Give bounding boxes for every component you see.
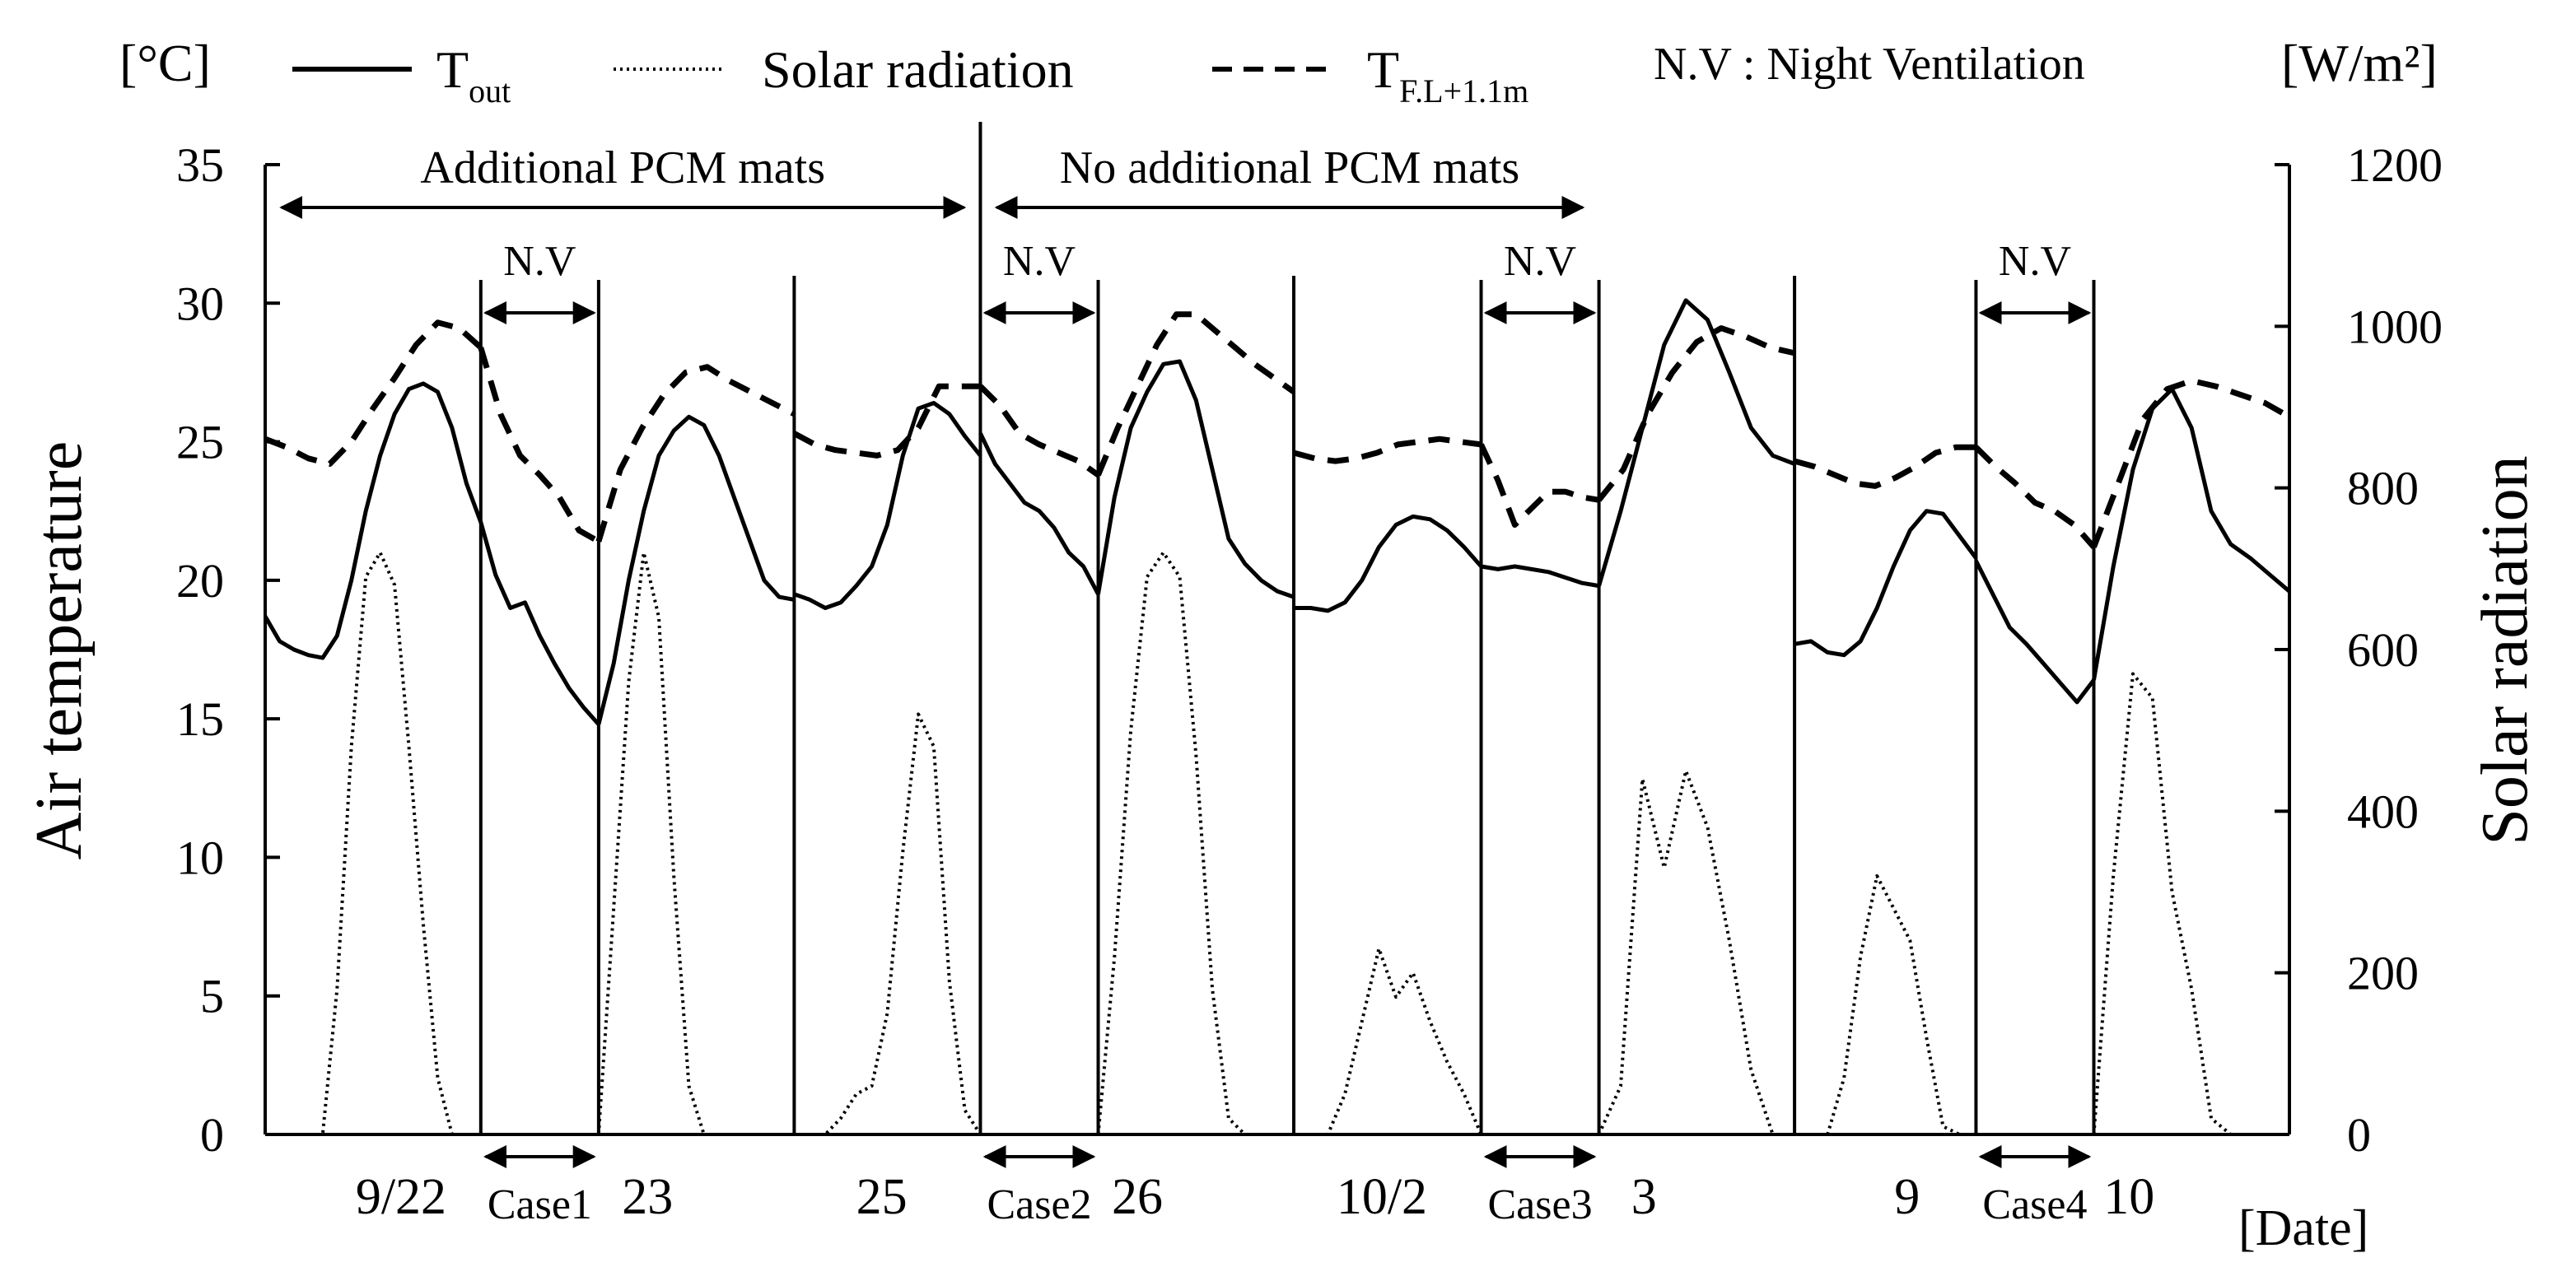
series-line-segment [1597,769,1795,1136]
right-tick-label: 600 [2347,623,2419,677]
right-axis-title: Solar radiation [2469,455,2541,845]
left-tick-label: 25 [176,416,224,469]
series-line-segment [978,432,1100,595]
series-line-segment [1974,560,2096,705]
series-solar-radiation [265,551,2289,1136]
date-label: 10 [2103,1169,2154,1225]
series-line-segment [1478,443,1600,528]
series-line-segment [794,712,982,1136]
left-tick-label: 15 [176,692,224,746]
series-line-segment [1096,359,1295,599]
legend-label-tout: Tout [436,40,511,109]
series-line-segment [1481,564,1600,589]
right-tick-label: 800 [2347,462,2419,515]
nv-label: N.V [1003,238,1076,285]
axis-ticks: 0 5 10 15 20 25 30 35 0 200 400 600 800 1000 1200 [176,138,2443,1162]
left-tick-label: 5 [200,970,224,1023]
series-line-segment [1973,445,2097,549]
annotations: Additional PCM mats No additional PCM mat… [279,142,2154,1228]
series-line-segment [596,414,795,725]
date-label: 9/22 [356,1169,446,1225]
case-label: Case4 [1982,1181,2087,1228]
series-line-segment [2092,387,2291,681]
series-line-segment [265,551,481,1136]
right-tick-label: 400 [2347,785,2419,838]
series-line-segment [1794,873,1976,1136]
series-line-segment [1597,298,1795,587]
series-line-segment [2092,672,2289,1136]
series-line-segment [1293,436,1482,464]
series-line-segment [595,364,796,543]
legend-note-nv: N.V : Night Ventilation [1654,39,2085,90]
legend-label-tfl: TF.L+1.1m [1367,40,1528,109]
date-label: 25 [856,1169,908,1225]
series-line-segment [264,319,483,467]
region-label: Additional PCM mats [420,142,825,193]
series-line-segment [478,347,600,544]
nv-label: N.V [1504,238,1576,285]
left-axis-unit: [°C] [119,34,211,92]
left-tick-label: 20 [176,554,224,608]
left-tick-label: 0 [200,1108,224,1162]
date-label: 10/2 [1337,1169,1427,1225]
nv-label: N.V [1999,238,2071,285]
case-label: Case2 [987,1181,1091,1228]
right-axis-unit: [W/m²] [2281,34,2438,92]
data-series [263,298,2291,1136]
right-tick-label: 1000 [2347,300,2443,353]
date-label: 23 [622,1169,673,1225]
case-label: Case1 [488,1181,592,1228]
series-line-segment [978,384,1100,477]
right-tick-label: 200 [2347,947,2419,1000]
series-t-out [263,298,2291,726]
case-label: Case3 [1488,1181,1593,1228]
right-tick-label: 1200 [2347,138,2443,192]
date-label: 3 [1631,1169,1657,1225]
x-axis-title: [Date] [2238,1200,2368,1256]
series-line-segment [478,521,600,726]
left-tick-label: 35 [176,138,224,192]
nv-label: N.V [503,238,576,285]
left-tick-label: 10 [176,831,224,884]
left-axis-title: Air temperature [23,441,96,860]
date-label: 9 [1894,1169,1920,1225]
left-tick-label: 30 [176,277,224,330]
series-line-segment [793,401,982,610]
period-dividers [478,122,2096,1134]
series-line-segment [1596,325,1795,502]
region-label: No additional PCM mats [1060,142,1519,193]
axes-frame [264,165,2291,1136]
series-line-segment [263,381,483,660]
series-line-segment [1095,311,1296,477]
series-line-segment [1794,444,1976,489]
series-line-segment [1294,947,1483,1136]
legend-label-solar: Solar radiation [762,40,1074,99]
date-label: 26 [1112,1169,1163,1225]
series-line-segment [1794,509,1978,658]
series-line-segment [1294,514,1483,613]
right-tick-label: 0 [2347,1108,2371,1162]
legend: Tout Solar radiation TF.L+1.1m N.V : Nig… [292,39,2085,109]
series-line-segment [1096,551,1294,1136]
series-line-segment [596,551,795,1136]
series-t-f-l-1-1m [264,311,2291,549]
